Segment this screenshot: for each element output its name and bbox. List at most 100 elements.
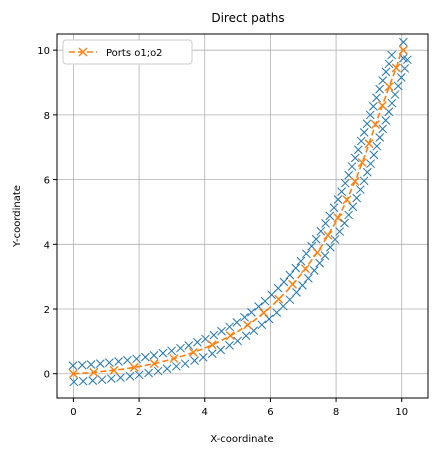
centerline-point [169,354,179,364]
x-tick-label: 6 [267,407,273,418]
x-tick-label: 10 [395,407,408,418]
edge-marker [97,375,107,385]
edge-marker [149,351,159,360]
edge-marker [279,277,289,287]
edge-marker [190,356,199,365]
edge-marker [301,249,311,259]
edge-marker [362,119,372,129]
x-tick-label: 8 [333,407,339,418]
y-axis-ticks: 0 2 4 6 8 10 [37,46,57,381]
y-axis-label: Y-coordinate [12,185,23,248]
edge-marker [337,187,346,196]
centerline-point [259,308,269,318]
edge-marker [68,361,78,371]
edge-marker [207,349,217,359]
edge-marker [353,145,363,155]
centerline-path [73,49,404,375]
edge-marker [232,318,242,327]
edge-marker [88,376,98,385]
edge-marker [335,227,345,236]
edge-marker [340,178,350,188]
edge-marker [375,133,385,142]
edge-marker [316,226,326,236]
centerline-point [350,176,360,186]
edge-marker [369,101,378,111]
centerline-point [225,331,235,341]
edge-marker [69,377,79,387]
centerline-point [377,101,387,111]
legend-box [62,39,193,65]
edge-marker [105,358,114,367]
edge-marker [285,295,295,305]
edge-marker [162,364,172,374]
centerline-point [370,120,380,130]
edge-marker [375,84,384,94]
edge-marker [114,357,123,366]
edge-marker [77,360,87,370]
edge-marker [153,366,163,376]
edge-marker [387,98,397,108]
edge-marker [134,370,144,380]
x-axis-ticks: 0 2 4 6 8 10 [70,398,408,418]
edge-marker [95,359,105,368]
edge-marker [158,348,168,358]
centerline-point [149,359,159,369]
edge-marker [225,341,234,350]
centerline-point [300,264,310,274]
centerline-point [243,320,253,330]
edge-marker [387,50,397,60]
centerline-point [364,139,374,149]
edge-marker [350,153,360,163]
edge-marker [86,360,96,369]
edge-marker [125,371,135,381]
edge-marker [141,352,150,362]
edge-marker [209,330,219,340]
edge-marker [330,235,340,244]
edge-marker [393,81,403,91]
grid [57,34,428,398]
centerline-point [323,230,333,240]
y-tick-label: 0 [44,370,50,381]
y-tick-label: 2 [44,305,50,316]
edge-marker [167,346,176,356]
edge-marker [247,307,256,317]
edge-marker [369,150,379,160]
edge-marker [78,376,88,386]
edge-marker [381,67,391,77]
edge-marker [372,141,382,151]
x-tick-label: 0 [70,407,76,418]
edge-marker [378,124,388,134]
chart-title: Direct paths [211,11,284,25]
edge-marker [320,251,330,261]
edge-marker [257,320,267,330]
x-tick-label: 4 [202,407,208,418]
centerline-point [207,340,217,350]
edge-marker [285,270,295,280]
edge-marker [359,176,369,186]
y-tick-label: 6 [44,176,50,187]
edge-marker [325,242,335,252]
y-tick-label: 10 [37,46,50,57]
edge-marker [384,59,394,69]
edge-marker [304,273,313,283]
edge-marker [347,162,357,171]
edge-marker [344,210,354,220]
edge-marker [348,202,358,212]
edge-marker [321,218,330,228]
centerline-point [68,369,78,379]
edge-marker [333,195,343,204]
edge-marker [241,331,251,341]
edge-marker [116,373,125,382]
centerline [68,45,408,379]
edge-marker [381,116,391,125]
edge-marker [233,336,242,346]
centerline-point [342,195,352,205]
edge-marker [356,185,365,194]
edge-marker [298,281,307,290]
centerline-point [274,294,284,304]
legend-x-mark [78,47,88,57]
edge-marker [390,90,400,99]
edge-marker [352,193,362,203]
centerline-point [188,347,198,357]
